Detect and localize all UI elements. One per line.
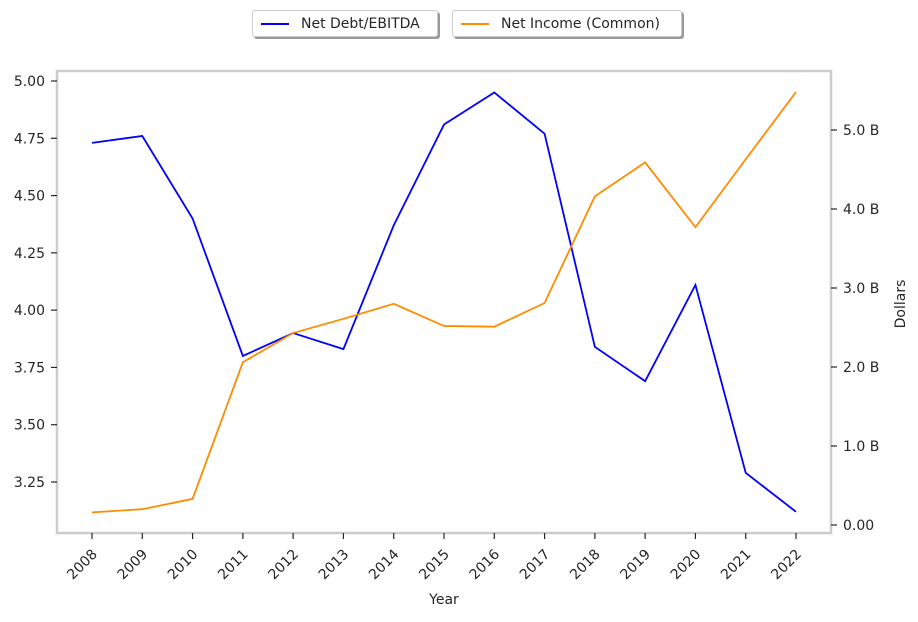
x-tick-label: 2012	[265, 547, 302, 584]
x-tick-label: 2017	[517, 547, 554, 584]
left-tick-label: 4.25	[14, 246, 45, 262]
x-axis-label: Year	[428, 592, 459, 608]
legend-label: Net Income (Common)	[501, 15, 660, 32]
left-tick-label: 3.25	[14, 475, 45, 491]
right-tick-label: 2.0 B	[843, 360, 879, 376]
x-tick-label: 2009	[115, 547, 152, 584]
legend-item-net-debt-ebitda: Net Debt/EBITDA	[252, 10, 438, 37]
right-axis-label: Dollars	[893, 280, 909, 329]
left-tick-label: 3.75	[14, 360, 45, 376]
x-tick-label: 2010	[165, 547, 202, 584]
series-line-net-debt-ebitda	[91, 91, 797, 513]
right-tick-label: 3.0 B	[843, 281, 879, 297]
legend-label: Net Debt/EBITDA	[301, 15, 420, 32]
x-tick-label: 2013	[316, 547, 353, 584]
left-tick-label: 4.50	[14, 189, 45, 205]
plot-frame	[55, 69, 833, 535]
left-tick-label: 4.00	[14, 303, 45, 319]
x-tick-label: 2011	[215, 547, 252, 584]
x-tick-label: 2015	[416, 547, 453, 584]
x-tick-label: 2021	[718, 547, 755, 584]
x-tick-label: 2022	[768, 547, 805, 584]
right-tick-label: 1.0 B	[843, 439, 879, 455]
x-tick-label: 2019	[617, 547, 654, 584]
x-tick-label: 2018	[567, 547, 604, 584]
series-line-net-income	[91, 91, 797, 514]
x-tick-label: 2014	[366, 546, 403, 583]
x-tick-label: 2016	[467, 546, 504, 583]
left-tick-label: 3.50	[14, 418, 45, 434]
legend-item-net-income: Net Income (Common)	[452, 10, 682, 37]
x-tick-label: 2008	[64, 547, 101, 584]
legend-swatch	[461, 22, 489, 25]
right-tick-label: 5.0 B	[843, 123, 879, 139]
right-tick-label: 0.00	[843, 518, 874, 534]
x-tick-label: 2020	[668, 547, 705, 584]
left-tick-label: 4.75	[14, 131, 45, 147]
legend-swatch	[261, 22, 289, 25]
left-tick-label: 5.00	[14, 74, 45, 90]
right-tick-label: 4.0 B	[843, 202, 879, 218]
